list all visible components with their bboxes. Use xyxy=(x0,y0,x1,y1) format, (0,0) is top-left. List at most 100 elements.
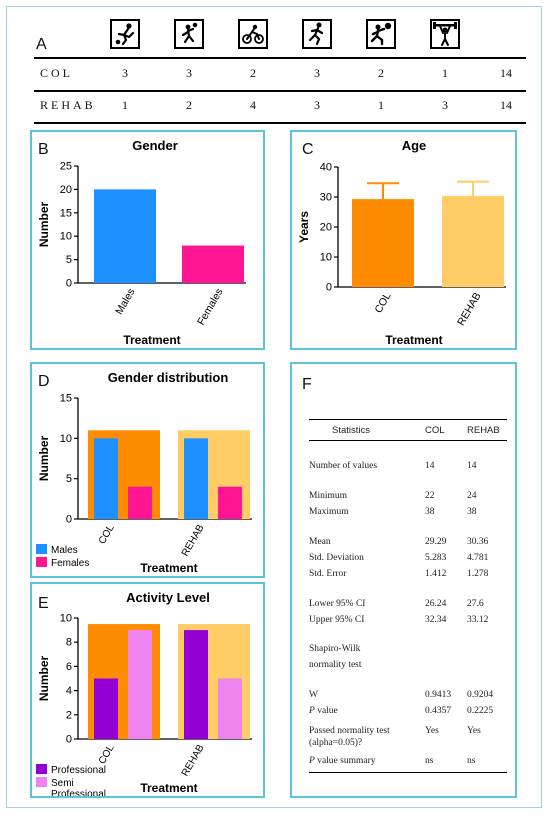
running-icon xyxy=(302,19,332,49)
stats-cell-col: Yes xyxy=(425,726,439,736)
stats-row-label: Number of values xyxy=(309,461,378,471)
bar-females xyxy=(182,245,244,283)
gender-distribution-chart: Gender distribution 0 5 10 15 Number COL REHAB M… xyxy=(36,370,252,575)
table-cell: 3 xyxy=(314,98,320,112)
y-tick-label: 8 xyxy=(66,637,72,649)
stats-cell-rehab: 38 xyxy=(467,507,477,517)
y-tick-label: 5 xyxy=(66,473,72,485)
stats-cell-rehab: 27.6 xyxy=(467,599,484,609)
bar-professional xyxy=(184,630,208,739)
stats-cell-rehab: 0.9204 xyxy=(467,690,494,700)
x-axis-label: Treatment xyxy=(140,781,197,795)
soccer-icon xyxy=(110,19,140,49)
y-tick-label: 15 xyxy=(60,393,72,405)
x-tick-label: REHAB xyxy=(180,743,207,779)
bar-females xyxy=(128,486,152,519)
y-tick-label: 40 xyxy=(320,162,332,174)
stats-cell-rehab: 30.36 xyxy=(467,537,489,547)
legend-label: Professional xyxy=(51,765,106,776)
stats-row-label: normality test xyxy=(309,660,362,670)
stats-cell-col: 0.9413 xyxy=(425,690,452,700)
y-tick-label: 6 xyxy=(66,661,72,673)
stats-row-label: W xyxy=(309,690,318,700)
stats-cell-col: ns xyxy=(425,756,434,766)
panel-a-letter: A xyxy=(36,36,47,53)
weightlifting-icon xyxy=(430,19,460,49)
panel-e: E Activity Level 0 2 4 6 8 10 Number COL REHAB Pro… xyxy=(30,582,265,798)
panel-b-letter: B xyxy=(38,141,49,158)
volleyball-icon xyxy=(366,19,396,49)
stats-cell-rehab: 4.781 xyxy=(467,553,489,563)
bar-semi-professional xyxy=(128,630,152,739)
stats-header-rule xyxy=(309,440,507,441)
table-a-mid-rule xyxy=(34,90,526,92)
stats-cell-col: 38 xyxy=(425,507,435,517)
x-tick-label: COL xyxy=(97,523,117,547)
stats-cell-rehab: 1.278 xyxy=(467,569,489,579)
bar-females xyxy=(218,486,242,519)
y-tick-label: 15 xyxy=(60,207,72,219)
legend-swatch xyxy=(36,557,47,567)
panel-f-letter: F xyxy=(302,376,312,393)
x-tick-label: COL xyxy=(372,290,393,315)
table-cell: 2 xyxy=(250,66,256,80)
stats-header-rehab: REHAB xyxy=(467,425,500,436)
bar-professional xyxy=(94,678,118,739)
y-tick-label: 2 xyxy=(66,709,72,721)
y-tick-label: 0 xyxy=(326,282,332,294)
activity-level-chart: Activity Level 0 2 4 6 8 10 Number COL REHAB Profe… xyxy=(36,590,252,796)
stats-cell-rehab: Yes xyxy=(467,726,481,736)
stats-row-label: Std. Error xyxy=(309,569,347,579)
bar-males xyxy=(94,438,118,519)
legend-swatch xyxy=(36,544,47,554)
stats-cell-rehab: ns xyxy=(467,756,476,766)
table-cell: 2 xyxy=(186,98,192,112)
stats-header-statistics: Statistics xyxy=(332,425,371,436)
row-label-rehab: REHAB xyxy=(40,98,96,112)
y-axis-label: Years xyxy=(297,211,311,243)
panel-d-letter: D xyxy=(38,373,50,390)
legend-swatch xyxy=(36,764,47,774)
table-cell: 1 xyxy=(378,98,384,112)
x-tick-label: REHAB xyxy=(180,523,207,559)
age-chart: Age 0 10 20 30 40 Years COL REHAB Treatment xyxy=(297,138,506,347)
y-tick-label: 20 xyxy=(320,222,332,234)
legend-swatch xyxy=(36,777,47,787)
table-cell: 3 xyxy=(186,66,192,80)
stats-cell-col: 14 xyxy=(425,461,435,471)
x-tick-label: Males xyxy=(113,287,137,317)
y-tick-label: 0 xyxy=(66,734,72,746)
y-tick-label: 30 xyxy=(320,192,332,204)
y-tick-label: 0 xyxy=(66,514,72,526)
stats-cell-rehab: 0.2225 xyxy=(467,706,494,716)
y-tick-label: 10 xyxy=(60,433,72,445)
y-tick-label: 25 xyxy=(60,161,72,173)
y-axis-label: Number xyxy=(37,656,51,702)
stats-cell-col: 1.412 xyxy=(425,569,447,579)
chart-title: Activity Level xyxy=(126,590,210,605)
panel-c: C Age 0 10 20 30 40 Years COL REHAB Treatment xyxy=(290,130,517,350)
table-a-top-rule xyxy=(34,57,526,59)
table-cell: 2 xyxy=(378,66,384,80)
stats-cell-col: 32.34 xyxy=(425,615,447,625)
stats-cell-rehab: 24 xyxy=(467,491,477,501)
chart-title: Gender xyxy=(132,138,178,153)
stats-top-rule xyxy=(309,419,507,420)
handball-icon xyxy=(174,19,204,49)
bar-males xyxy=(94,189,156,283)
legend-label: Semi xyxy=(51,778,74,789)
gender-chart: Gender 0 5 10 15 20 25 Number Males Females Treatm… xyxy=(37,138,246,347)
y-axis-label: Number xyxy=(37,436,51,482)
stats-row-label: (alpha=0.05)? xyxy=(309,738,363,748)
row-label-col: COL xyxy=(40,66,73,80)
stats-header-col: COL xyxy=(425,425,445,436)
y-axis-label: Number xyxy=(37,202,51,248)
legend-label-cont: Professional xyxy=(51,789,106,796)
table-cell: 1 xyxy=(442,66,448,80)
figure-frame xyxy=(6,6,542,808)
stats-row-label: Std. Deviation xyxy=(309,553,364,563)
stats-cell-col: 22 xyxy=(425,491,435,501)
chart-title: Gender distribution xyxy=(108,370,229,385)
panel-f: F Statistics COL REHAB Number of values 1… xyxy=(290,362,517,798)
stats-bottom-rule xyxy=(309,772,507,773)
